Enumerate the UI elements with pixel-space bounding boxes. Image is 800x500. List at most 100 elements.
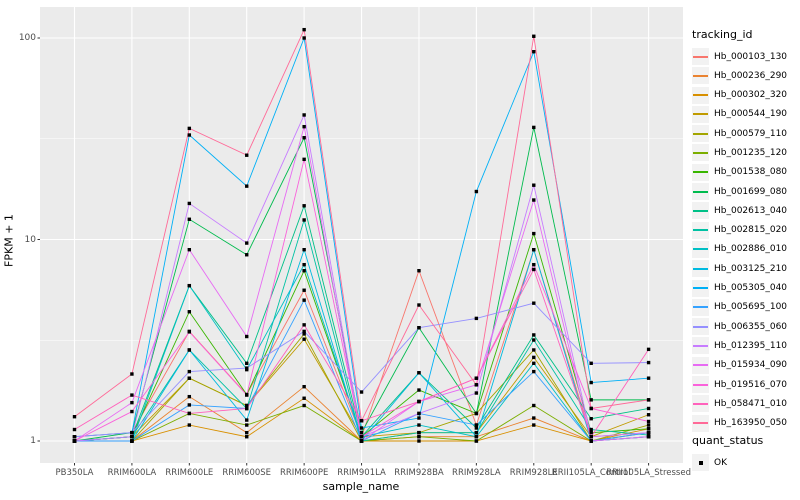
- legend-key: [692, 125, 709, 143]
- data-point: [130, 430, 134, 435]
- data-point: [474, 430, 479, 435]
- legend-line-icon: [693, 364, 708, 367]
- data-point: [302, 298, 306, 302]
- data-point: [245, 241, 249, 245]
- data-point: [646, 413, 651, 417]
- data-point: [302, 262, 306, 267]
- data-point: [187, 394, 192, 399]
- data-point: [245, 366, 249, 370]
- legend-entry: Hb_000103_130: [692, 48, 800, 65]
- legend-line-icon: [693, 402, 708, 405]
- legend-entry-label: Hb_001538_080: [714, 167, 788, 178]
- data-point: [302, 329, 306, 334]
- data-point: [130, 409, 134, 414]
- data-point: [417, 439, 421, 443]
- data-point: [417, 371, 421, 375]
- legend-key: [692, 240, 709, 258]
- legend-entry-label: Hb_003125_210: [714, 263, 788, 274]
- data-point: [245, 253, 249, 257]
- data-point: [589, 406, 593, 411]
- legend-key: [692, 298, 709, 316]
- data-point: [417, 435, 421, 439]
- data-point: [245, 393, 249, 397]
- legend-entry-label: Hb_002613_040: [714, 205, 788, 216]
- legend-key: [692, 376, 709, 394]
- data-point: [187, 403, 192, 407]
- data-point: [302, 204, 306, 208]
- data-point: [72, 415, 77, 419]
- data-point: [532, 50, 536, 54]
- data-point: [302, 247, 306, 252]
- data-point: [646, 435, 651, 439]
- legend-entry-label: Hb_000579_110: [714, 128, 788, 139]
- legend-key: [692, 279, 709, 297]
- data-point: [245, 334, 249, 339]
- legend-line-icon: [693, 267, 708, 270]
- data-point: [417, 269, 421, 273]
- y-tick-label: 1: [30, 436, 36, 446]
- data-point: [646, 376, 651, 380]
- quant-ok-key: [692, 454, 709, 471]
- legend-entry-label: Hb_000103_130: [714, 51, 788, 62]
- legend-key: [692, 318, 709, 336]
- data-point: [417, 303, 421, 307]
- data-point: [417, 411, 421, 416]
- legend-line-icon: [693, 422, 708, 425]
- data-point: [359, 426, 364, 430]
- legend-entries: Hb_000103_130 Hb_000236_290 Hb_000302_320 H…: [692, 48, 800, 432]
- black-square-point-icon: [698, 460, 703, 465]
- data-point: [646, 398, 651, 402]
- data-point: [532, 34, 536, 38]
- data-point: [417, 399, 421, 404]
- legend-entry: Hb_000579_110: [692, 125, 800, 143]
- legend-entry-label: Hb_015934_090: [714, 360, 788, 371]
- legend-entry: Hb_000236_290: [692, 67, 800, 85]
- quant-legend-title: quant_status: [692, 434, 764, 447]
- x-tick-label: RRII105LA_Stressed: [606, 468, 691, 478]
- data-point: [187, 411, 192, 416]
- legend-entry: Hb_002815_020: [692, 221, 800, 239]
- data-point: [589, 427, 593, 432]
- data-point: [532, 262, 536, 267]
- data-point: [302, 27, 306, 32]
- data-point: [474, 435, 479, 439]
- data-point: [245, 430, 249, 435]
- legend-entry-label: Hb_002815_020: [714, 225, 788, 236]
- legend-key: [692, 67, 709, 85]
- data-point: [187, 126, 192, 131]
- legend-entry: Hb_015934_090: [692, 356, 800, 374]
- legend-entry: Hb_001235_120: [692, 144, 800, 162]
- data-point: [474, 189, 479, 194]
- legend-entry: Hb_058471_010: [692, 395, 800, 413]
- data-point: [359, 439, 364, 443]
- quant-legend-entry: OK: [692, 454, 800, 471]
- data-point: [474, 391, 479, 395]
- legend-key: [692, 395, 709, 413]
- legend-key: [692, 414, 709, 432]
- legend-entry-label: Hb_001235_120: [714, 147, 788, 158]
- legend-line-icon: [693, 344, 708, 347]
- legend-entry: Hb_019516_070: [692, 376, 800, 394]
- data-point: [359, 390, 364, 394]
- legend-entry-label: Hb_005305_040: [714, 283, 788, 294]
- data-point: [474, 426, 479, 430]
- data-point: [532, 125, 536, 130]
- data-point: [187, 330, 192, 334]
- data-point: [532, 361, 536, 366]
- data-point: [532, 231, 536, 236]
- data-point: [187, 201, 192, 206]
- data-point: [302, 269, 306, 273]
- x-tick-label: RRIM928LA: [452, 468, 501, 478]
- legend-key: [692, 105, 709, 123]
- legend-entry: Hb_005695_100: [692, 298, 800, 316]
- data-point: [187, 283, 192, 288]
- data-point: [302, 288, 306, 292]
- data-point: [532, 369, 536, 374]
- data-point: [646, 427, 651, 431]
- legend-entry: Hb_001699_080: [692, 183, 800, 201]
- data-point: [187, 376, 192, 380]
- x-tick-label: RRIM600SE: [222, 468, 272, 478]
- data-point: [532, 198, 536, 202]
- legend-line-icon: [693, 287, 708, 290]
